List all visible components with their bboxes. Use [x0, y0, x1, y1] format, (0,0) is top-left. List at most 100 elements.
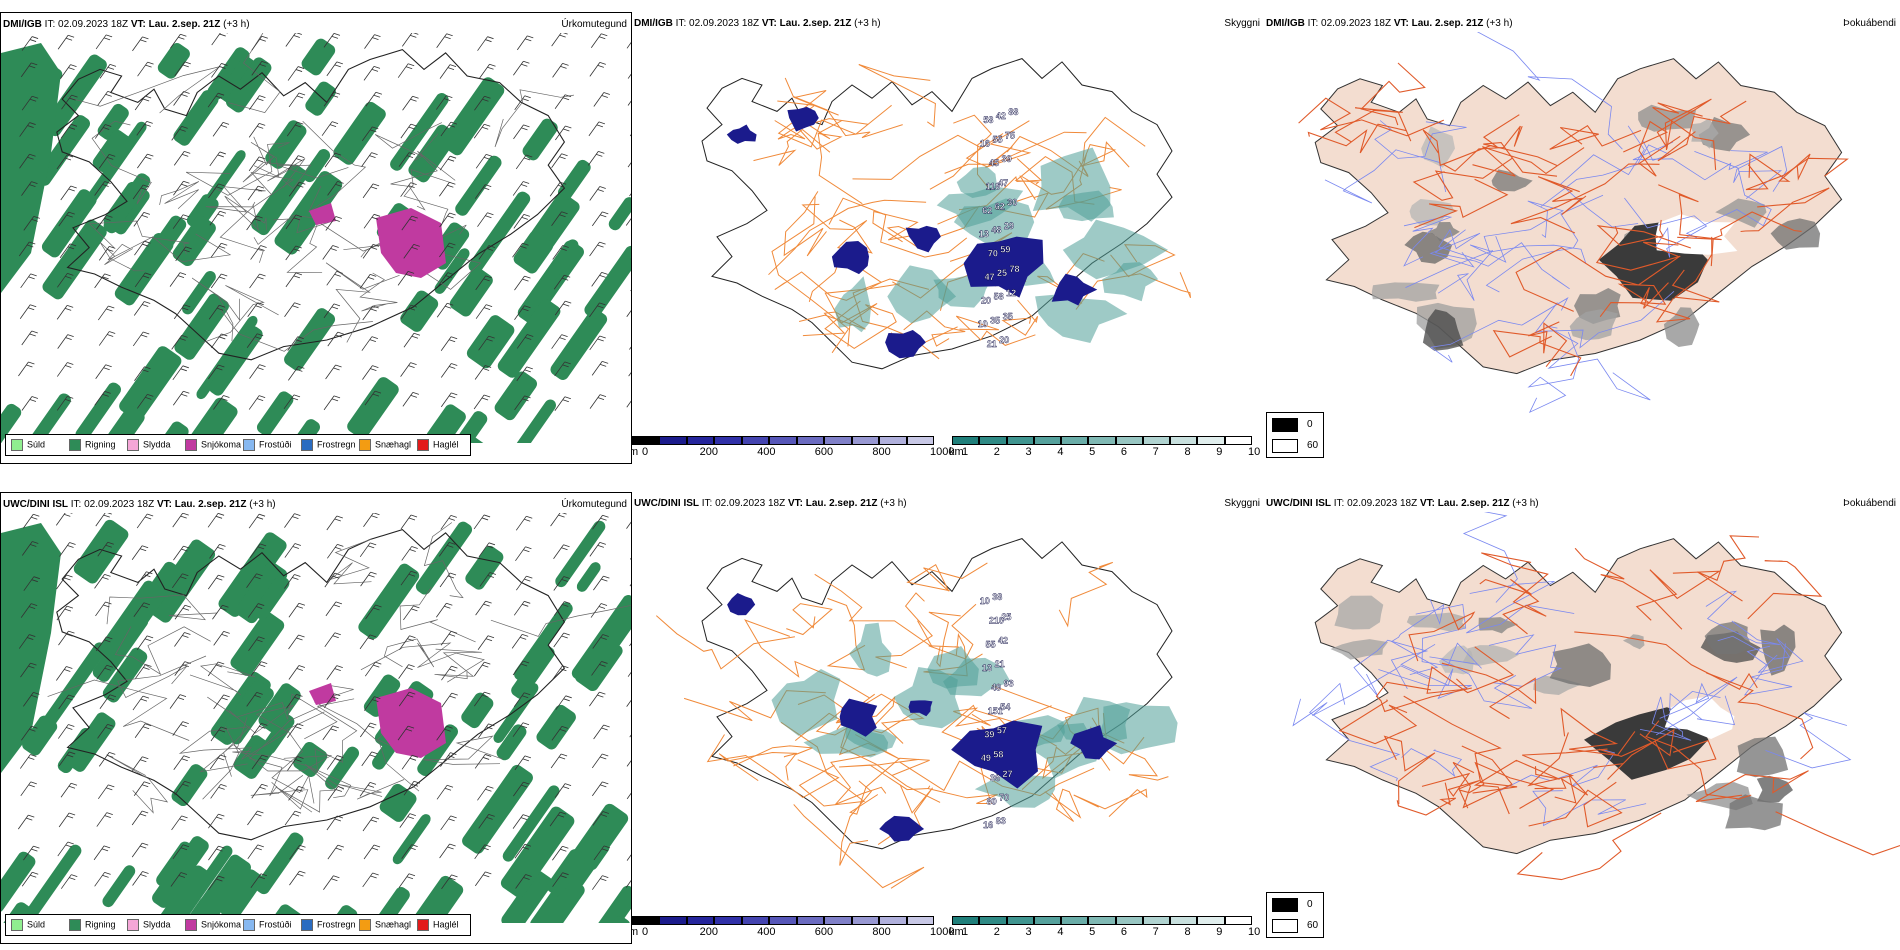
road-line [271, 711, 325, 804]
road-line [1426, 646, 1515, 694]
wind-barb [552, 845, 569, 861]
road-line [286, 221, 410, 274]
legend-swatch [127, 439, 139, 451]
fog-area [1330, 639, 1388, 660]
low-visibility-area [1062, 219, 1168, 280]
legend-swatch [11, 919, 23, 931]
wind-barb [478, 813, 495, 829]
ceiling-label: 47 [984, 272, 994, 282]
field-title: Úrkomutegund [561, 19, 627, 30]
road-line [1574, 631, 1758, 691]
road-line [858, 64, 936, 128]
low-ceiling-area [787, 106, 819, 132]
wind-barb [589, 394, 607, 409]
road-line [1599, 283, 1667, 318]
rain-area [258, 683, 301, 733]
ceiling-colorbar-segment [659, 436, 687, 445]
wind-barb [211, 63, 228, 78]
road-line [399, 586, 476, 643]
wind-barb [359, 542, 377, 558]
wind-barb [550, 753, 568, 769]
wind-barb [626, 699, 631, 707]
wind-barb [551, 153, 568, 168]
rain-area [102, 865, 136, 908]
wind-barb [131, 545, 149, 560]
road-line [490, 605, 631, 637]
ceiling-label: 38 [992, 592, 1002, 602]
road-line [1516, 812, 1662, 881]
low-visibility-area [1102, 262, 1159, 302]
wind-barb [132, 36, 149, 52]
legend-label: Slydda [143, 439, 171, 450]
ceiling-colorbar-tick: 0 [642, 446, 649, 458]
ceiling-label: 13 [982, 663, 992, 673]
road-line [786, 603, 833, 636]
wind-barb [208, 183, 225, 199]
road-line [1745, 157, 1849, 191]
wind-barb [439, 64, 457, 79]
wind-barb [361, 152, 378, 167]
wind-barb [21, 396, 39, 411]
wind-barb [365, 604, 382, 620]
ceiling-colorbar-unit: m [632, 926, 639, 938]
ceiling-label: 54 [1000, 702, 1010, 712]
wind-barb [479, 572, 496, 587]
legend-item-rigning: Rigning [69, 439, 116, 451]
road-line [106, 594, 218, 625]
rain-area [417, 724, 458, 776]
wind-barb [629, 583, 631, 587]
wind-barb [327, 844, 344, 860]
ceiling-label: 80 [987, 796, 997, 806]
ceiling-colorbar-segment [824, 436, 852, 445]
wind-barb [629, 557, 631, 560]
road-line [1710, 211, 1802, 267]
road-line [250, 775, 309, 810]
wind-barb [363, 213, 381, 229]
legend-item-snæhagl: Snæhagl [359, 919, 411, 931]
fog-area [1478, 617, 1519, 634]
road-line [1472, 146, 1585, 177]
low-visibility-area [953, 198, 1035, 244]
wind-barb [96, 214, 113, 230]
wind-barb [286, 693, 303, 709]
wind-barb [174, 61, 191, 77]
ceiling-colorbar-tick: 400 [757, 446, 776, 458]
visibility-colorbar-tick: 10 [1248, 926, 1261, 938]
wind-barb [593, 845, 611, 861]
ceiling-colorbar-tick: 1000 [930, 926, 955, 938]
ceiling-colorbar-segment [632, 916, 660, 925]
wind-barb [554, 783, 572, 798]
wind-barb [553, 274, 571, 290]
wind-barb [93, 845, 111, 861]
wind-barb [208, 364, 225, 380]
road-line [1073, 788, 1148, 817]
precip-legend: Súld Rigning Slydda Snjókoma Frostúði Frostre… [5, 914, 471, 936]
rain-area [256, 391, 294, 436]
panel-header: UWC/DINI ISL IT: 02.09.2023 18Z VT: Lau.… [3, 499, 276, 510]
rain-area [35, 115, 91, 186]
ceiling-label: 151 [988, 706, 1003, 716]
visibility-panel-top: DMI/IGB IT: 02.09.2023 18Z VT: Lau. 2.se… [632, 12, 1264, 464]
lead-time: (+3 h) [880, 498, 907, 509]
wind-barb [477, 635, 495, 650]
wind-barb [326, 815, 344, 831]
wind-barb [474, 844, 491, 860]
fog-label-low: 0 [1307, 899, 1313, 910]
rain-area [75, 406, 145, 443]
wind-barb [591, 753, 609, 769]
wind-barb [210, 784, 227, 799]
wind-barb [56, 396, 74, 411]
wind-barb [589, 541, 606, 557]
wind-barb [441, 692, 458, 708]
low-ceiling-area [727, 593, 756, 616]
wind-barb [591, 661, 608, 676]
field-title: Skyggni [1224, 498, 1260, 509]
model-name: UWC/DINI ISL [1266, 498, 1331, 509]
wind-barb [555, 695, 572, 711]
wind-barb [170, 33, 187, 49]
it-value: 02.09.2023 18Z [715, 498, 786, 509]
ceiling-colorbar-segment [906, 916, 934, 925]
wind-barb [284, 302, 301, 317]
field-title: Þokuábendi [1843, 18, 1896, 29]
road-line [1412, 157, 1513, 201]
